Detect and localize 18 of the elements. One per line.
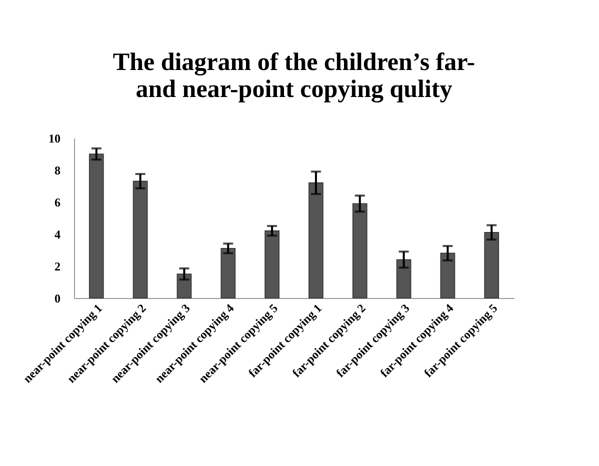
- bar: [396, 259, 412, 298]
- bar: [220, 248, 236, 298]
- y-tick-label: 4: [54, 228, 60, 242]
- bar: [264, 230, 280, 298]
- y-tick-label: 2: [54, 260, 60, 274]
- y-tick-label: 10: [48, 132, 60, 146]
- bar: [88, 154, 104, 298]
- bar: [308, 182, 324, 298]
- bar: [352, 203, 368, 298]
- bar: [132, 180, 148, 298]
- y-tick-label: 6: [54, 196, 60, 210]
- bar: [176, 274, 192, 298]
- y-tick-label: 8: [54, 164, 60, 178]
- bar: [484, 232, 500, 298]
- bar: [440, 252, 456, 298]
- text: and near-point copying qulity: [136, 76, 452, 103]
- text: The diagram of the children’s far-: [112, 49, 476, 76]
- y-tick-label: 0: [54, 292, 60, 306]
